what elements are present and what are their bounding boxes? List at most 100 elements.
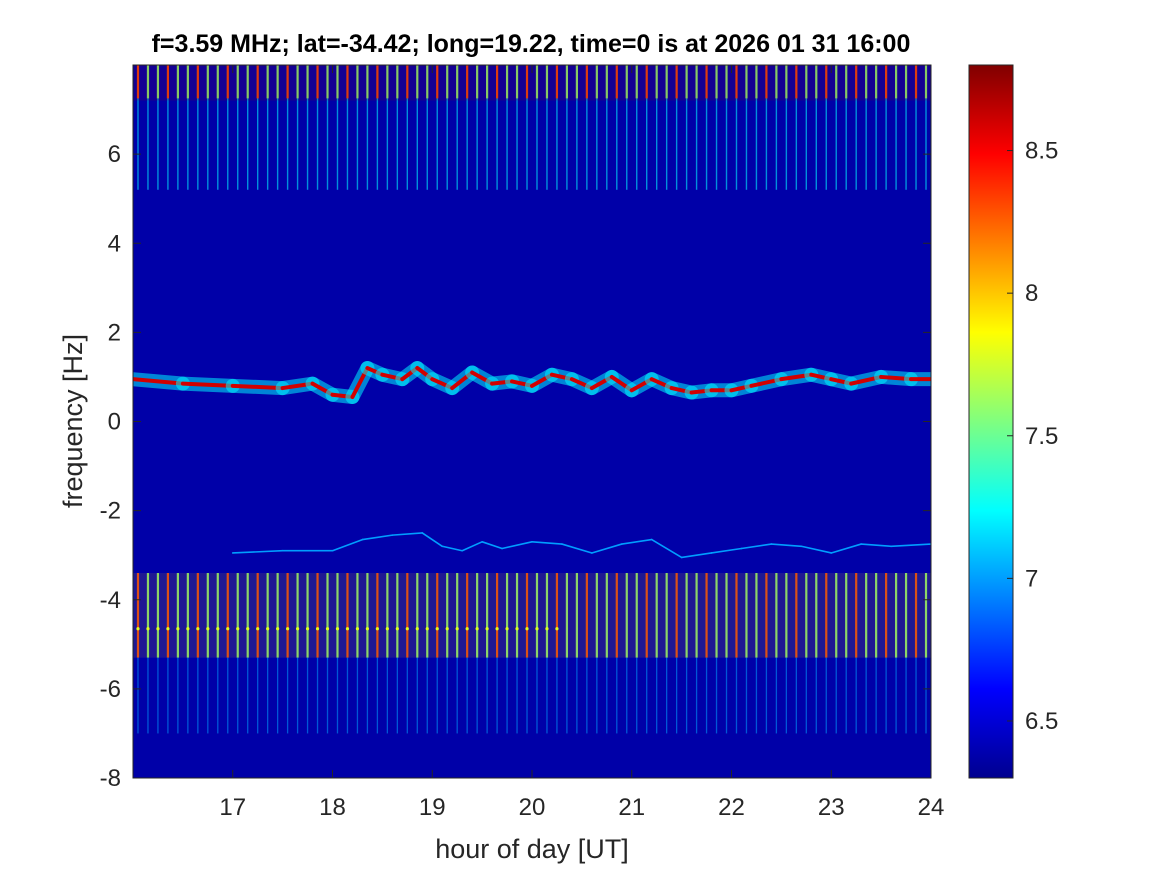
band-dot — [385, 627, 389, 631]
band-dot — [535, 627, 539, 631]
secondary-trace-segment — [830, 543, 862, 554]
band-dot — [166, 627, 170, 631]
band-dot — [395, 627, 399, 631]
x-tick-label: 19 — [419, 794, 446, 821]
secondary-trace-segment — [481, 541, 503, 550]
band-dot — [286, 627, 290, 631]
colorbar-tick-label: 6.5 — [1025, 708, 1058, 735]
plot-background — [133, 65, 931, 778]
y-tick-label: -4 — [100, 587, 121, 614]
band-dot — [425, 627, 429, 631]
secondary-trace-segment — [391, 532, 424, 536]
dense-band — [133, 573, 931, 658]
band-dot — [216, 627, 220, 631]
band-dot — [176, 627, 180, 631]
x-axis-ticks: 17 18 19 20 21 22 23 24 — [219, 65, 944, 821]
band-dot — [146, 627, 150, 631]
band-dot — [206, 627, 210, 631]
y-tick-label: 6 — [108, 141, 121, 168]
secondary-trace-segment — [531, 541, 563, 545]
band-dot — [266, 627, 270, 631]
band-dot — [335, 627, 340, 631]
y-tick-label: 2 — [108, 319, 121, 346]
band-dot — [355, 627, 360, 631]
main-trace-segment — [230, 383, 285, 391]
secondary-trace-segment — [441, 545, 463, 552]
secondary-trace-segment — [231, 549, 284, 554]
secondary-trace-segment — [740, 543, 773, 550]
band-dot — [465, 627, 469, 631]
secondary-trace-segment — [361, 534, 394, 541]
band-dot — [246, 627, 250, 631]
y-tick-label: -8 — [100, 765, 121, 792]
band-dot — [455, 627, 459, 631]
band-dot — [295, 627, 300, 631]
band-dot — [186, 627, 190, 631]
band-dot — [485, 627, 489, 631]
x-tick-label: 23 — [818, 794, 845, 821]
band-dot — [365, 627, 370, 631]
y-tick-label: -2 — [100, 498, 121, 525]
plot-area — [133, 65, 931, 778]
dense-bands — [133, 65, 931, 658]
secondary-trace-segment — [800, 545, 833, 554]
band-dot — [276, 627, 280, 631]
secondary-trace-segment — [650, 538, 683, 559]
band-dot — [405, 627, 409, 631]
secondary-trace-segment — [591, 543, 623, 554]
secondary-trace-segment — [770, 543, 803, 548]
secondary-trace-segment — [860, 543, 892, 548]
band-dot — [156, 627, 160, 631]
band-dot — [136, 627, 140, 631]
band-dot — [445, 627, 449, 631]
secondary-trace-segment — [421, 532, 444, 548]
y-tick-label: -6 — [100, 676, 121, 703]
band-dot — [495, 627, 499, 631]
secondary-trace-segment — [331, 538, 364, 552]
band-dot — [435, 627, 439, 631]
y-tick-label: 0 — [108, 409, 121, 436]
band-dot — [305, 627, 310, 631]
band-dot — [315, 627, 320, 631]
band-dot — [325, 627, 330, 631]
band-dot — [196, 627, 200, 631]
band-dot — [256, 627, 260, 631]
secondary-trace-segment — [620, 538, 653, 545]
band-dot — [236, 627, 240, 631]
secondary-trace-segment — [501, 541, 533, 550]
x-tick-label: 18 — [319, 794, 346, 821]
x-tick-label: 17 — [219, 794, 246, 821]
band-dot — [525, 627, 529, 631]
secondary-trace-segment — [561, 543, 593, 554]
chart-title: f=3.59 MHz; lat=-34.42; long=19.22, time… — [152, 30, 911, 58]
colorbar-tick-label: 8.5 — [1025, 138, 1058, 165]
band-dot — [505, 627, 509, 631]
colorbar-ticks: 6.5 7 7.5 8 8.5 — [1007, 138, 1058, 735]
x-tick-label: 20 — [519, 794, 546, 821]
x-tick-label: 22 — [718, 794, 745, 821]
colorbar — [968, 64, 1014, 779]
main-doppler-trace — [133, 361, 931, 404]
colorbar-tick-label: 7.5 — [1025, 423, 1058, 450]
band-dot — [475, 627, 479, 631]
band-dot — [345, 627, 350, 631]
secondary-doppler-trace — [231, 532, 931, 559]
secondary-trace-segment — [680, 552, 713, 559]
band-dot — [545, 627, 549, 631]
y-axis-ticks: -8 -6 -4 -2 0 2 4 6 — [100, 141, 931, 792]
periodic-stripes — [136, 65, 928, 734]
colorbar-tick-label: 8 — [1025, 280, 1038, 307]
band-dot — [226, 627, 230, 631]
band-dot — [415, 627, 419, 631]
secondary-trace-segment — [461, 541, 483, 552]
y-axis-label: frequency [Hz] — [58, 334, 88, 508]
band-dot — [375, 627, 379, 631]
main-trace-segment — [180, 381, 235, 388]
main-trace-segment — [133, 377, 185, 386]
y-tick-label: 4 — [108, 230, 121, 257]
x-tick-label: 24 — [918, 794, 945, 821]
band-dot — [555, 627, 559, 631]
secondary-trace-segment — [710, 547, 743, 554]
band-dot — [515, 627, 519, 631]
